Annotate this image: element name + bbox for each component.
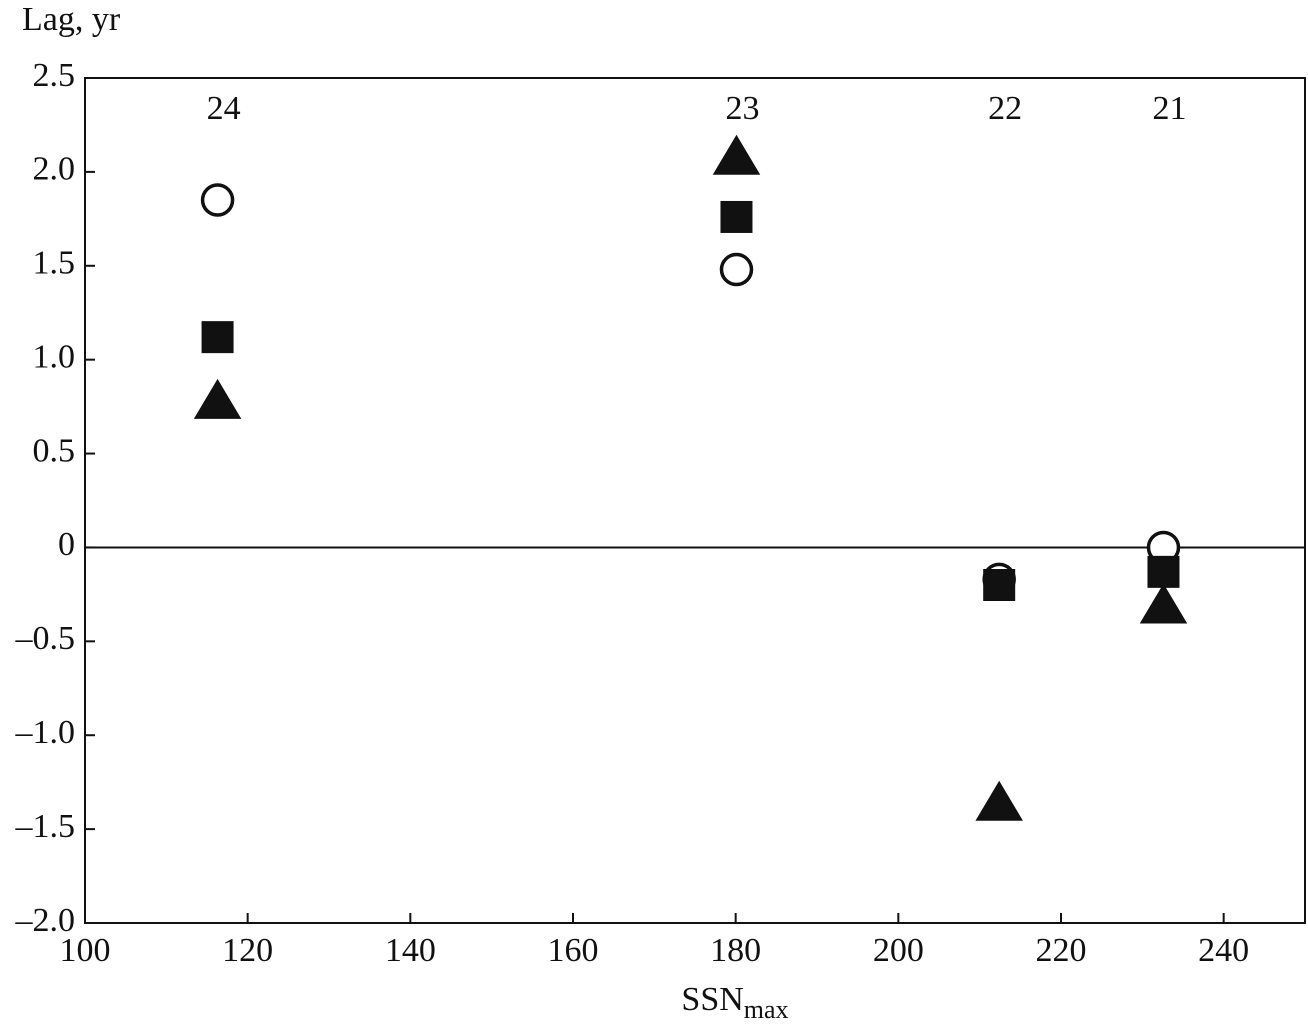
x-axis-label-subscript: max [744, 995, 789, 1024]
x-tick-label: 120 [222, 932, 273, 969]
triangle-marker [193, 378, 242, 419]
y-tick-label: –1.5 [15, 808, 76, 845]
cycle-label: 23 [725, 90, 759, 127]
y-tick-label: 0 [58, 526, 75, 563]
x-tick-label: 140 [385, 932, 436, 969]
y-tick-label: –0.5 [15, 620, 76, 657]
plot-frame [84, 77, 1306, 924]
square-marker [201, 321, 234, 354]
cycle-label: 24 [207, 90, 241, 127]
x-axis-label-main: SSN [681, 981, 743, 1018]
y-tick-label: –1.0 [15, 714, 76, 751]
x-tick-label: 100 [60, 932, 111, 969]
y-tick-label: 2.5 [33, 57, 76, 94]
triangle-marker [712, 134, 761, 175]
x-tick-label: 200 [873, 932, 924, 969]
square-marker [720, 200, 753, 233]
cycle-label: 21 [1152, 90, 1186, 127]
y-tick-label: 1.5 [33, 245, 76, 282]
y-tick-label: –2.0 [15, 902, 76, 939]
x-tick-label: 220 [1036, 932, 1087, 969]
square-marker [983, 569, 1016, 601]
square-marker [1147, 555, 1180, 588]
y-tick-label: 2.0 [33, 151, 76, 188]
x-tick-label: 160 [548, 932, 599, 969]
circle-marker [200, 183, 235, 217]
y-axis-label: Lag, yr [22, 1, 121, 38]
cycle-label: 22 [988, 90, 1022, 127]
circle-marker [719, 252, 754, 287]
x-tick-label: 180 [710, 932, 761, 969]
y-tick-label: 1.0 [33, 338, 76, 375]
triangle-marker [975, 780, 1023, 821]
x-axis-label: SSNmax [681, 981, 788, 1024]
triangle-marker [1139, 583, 1188, 624]
y-tick-label: 0.5 [33, 432, 76, 469]
x-tick-label: 240 [1198, 932, 1249, 969]
